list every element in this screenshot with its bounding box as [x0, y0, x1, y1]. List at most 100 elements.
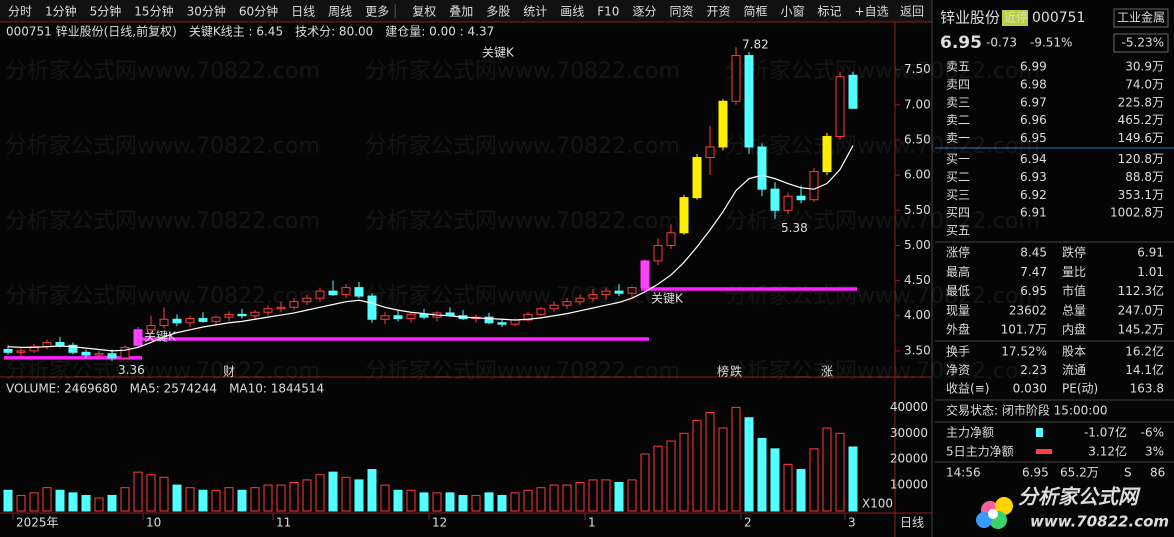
volume-bar: [758, 438, 766, 511]
toolbar-item[interactable]: 多股: [486, 5, 510, 19]
volume-bar: [745, 418, 753, 511]
volume-bar: [628, 480, 636, 511]
volume-bar: [17, 495, 25, 511]
y-tick-label: 7.00: [904, 97, 931, 111]
watermark: 分析家公式网www.70822.com: [725, 134, 1040, 159]
stat-value: 101.7万: [1001, 323, 1047, 337]
volume-bar: [303, 480, 311, 511]
stat-label: 换手: [946, 345, 970, 359]
volume-bar: [394, 490, 402, 511]
candle-body: [537, 309, 545, 315]
x-tick-label: 2025年: [16, 516, 59, 530]
toolbar-item[interactable]: +自选: [855, 5, 889, 19]
flow-value: 3.12亿: [1088, 444, 1127, 459]
volume-bar: [30, 493, 38, 511]
candle-body: [628, 288, 636, 294]
toolbar-item[interactable]: 复权: [412, 5, 436, 19]
candle-body: [251, 312, 259, 316]
volume-bar: [719, 428, 727, 511]
toolbar-back[interactable]: 返回: [900, 5, 924, 19]
toolbar-item[interactable]: 分时: [8, 5, 32, 19]
y-tick-label: 5.00: [904, 238, 931, 252]
volume-bar: [771, 449, 779, 511]
event-marker[interactable]: 涨: [821, 364, 833, 379]
event-marker[interactable]: 跌: [730, 364, 742, 379]
candle-body: [4, 349, 12, 352]
panel-header: 技术分: 80.00: [295, 25, 373, 39]
toolbar-item[interactable]: 周线: [328, 5, 352, 19]
event-marker[interactable]: 榜: [717, 364, 729, 379]
stock-code: 000751: [1032, 10, 1085, 26]
watermark: 分析家公式网www.70822.com: [5, 134, 320, 159]
volume-bar: [225, 488, 233, 511]
toolbar-item[interactable]: 更多: [365, 5, 389, 19]
toolbar-item[interactable]: 简框: [743, 5, 767, 19]
volume-bar: [498, 495, 506, 511]
toolbar-item[interactable]: 画线: [560, 5, 584, 19]
toolbar-item[interactable]: 标记: [818, 5, 842, 19]
y-tick-label: 20000: [890, 452, 928, 466]
book-price: 6.98: [1020, 77, 1047, 91]
y-tick-label: 10000: [890, 478, 928, 492]
volume-bar: [277, 485, 285, 511]
book-volume: 465.2万: [1118, 113, 1164, 127]
candle-body: [173, 319, 181, 323]
candle-body: [680, 198, 688, 233]
candle-body: [290, 302, 298, 308]
candle-body: [108, 354, 116, 358]
candle-body: [238, 314, 246, 315]
flow-icon: [1036, 428, 1043, 437]
panel-header: MA5: 2574244: [130, 382, 218, 396]
book-volume: 74.0万: [1125, 77, 1164, 91]
candle-body: [316, 291, 324, 298]
y-tick-label: 5.50: [904, 203, 931, 217]
logo-url: www.70822.com: [1030, 513, 1169, 531]
stat-value: 2.23: [1020, 363, 1047, 377]
volume-bar: [251, 488, 259, 511]
watermark: 分析家公式网www.70822.com: [365, 209, 680, 234]
logo-flower: [976, 497, 1013, 529]
stat-value: 17.52%: [1001, 345, 1047, 359]
book-label: 买一: [946, 152, 970, 166]
toolbar-item[interactable]: 日线: [291, 5, 315, 19]
toolbar-item[interactable]: 5分钟: [90, 4, 122, 19]
volume-bar: [849, 447, 857, 511]
volume-bar: [615, 483, 623, 512]
volume-bar: [472, 495, 480, 511]
book-volume: 1002.8万: [1110, 206, 1164, 220]
volume-bar: [290, 483, 298, 512]
toolbar-item[interactable]: 15分钟: [134, 4, 173, 19]
stat-label: PE(动): [1062, 382, 1098, 396]
toolbar-item[interactable]: 统计: [523, 5, 547, 19]
toolbar-item[interactable]: 开资: [706, 5, 730, 19]
candle-body: [836, 77, 844, 137]
badge: 近停: [1004, 10, 1028, 25]
flow-value: -1.07亿: [1084, 425, 1127, 440]
candle-body: [121, 347, 129, 358]
tick-cell: 14:56: [946, 466, 981, 480]
toolbar-item[interactable]: 1分钟: [45, 4, 77, 19]
volume-bar: [576, 483, 584, 512]
candle-body: [368, 296, 376, 319]
watermark: 分析家公式网www.70822.com: [725, 59, 1040, 84]
book-volume: 30.9万: [1125, 60, 1164, 74]
toolbar-item[interactable]: 叠加: [449, 5, 473, 19]
watermark: 分析家公式网www.70822.com: [725, 209, 1040, 234]
volume-bar: [797, 470, 805, 511]
volume-bar: [316, 475, 324, 511]
toolbar-item[interactable]: 小窗: [781, 5, 805, 19]
stat-label: 收益(≡): [946, 382, 989, 396]
candle-body: [355, 288, 363, 296]
sector[interactable]: 工业金属: [1117, 10, 1165, 25]
toolbar-item[interactable]: 同资: [669, 5, 693, 19]
toolbar-item[interactable]: 60分钟: [239, 4, 278, 19]
toolbar-item[interactable]: 逐分: [632, 5, 656, 19]
book-label: 卖三: [946, 95, 970, 109]
toolbar-item[interactable]: F10: [597, 5, 619, 19]
volume-bar: [420, 493, 428, 511]
toolbar-item[interactable]: 30分钟: [187, 4, 226, 19]
volume-bar: [199, 490, 207, 511]
volume-bar: [69, 493, 77, 511]
ma-line: [8, 146, 853, 351]
event-marker[interactable]: 财: [223, 365, 235, 379]
